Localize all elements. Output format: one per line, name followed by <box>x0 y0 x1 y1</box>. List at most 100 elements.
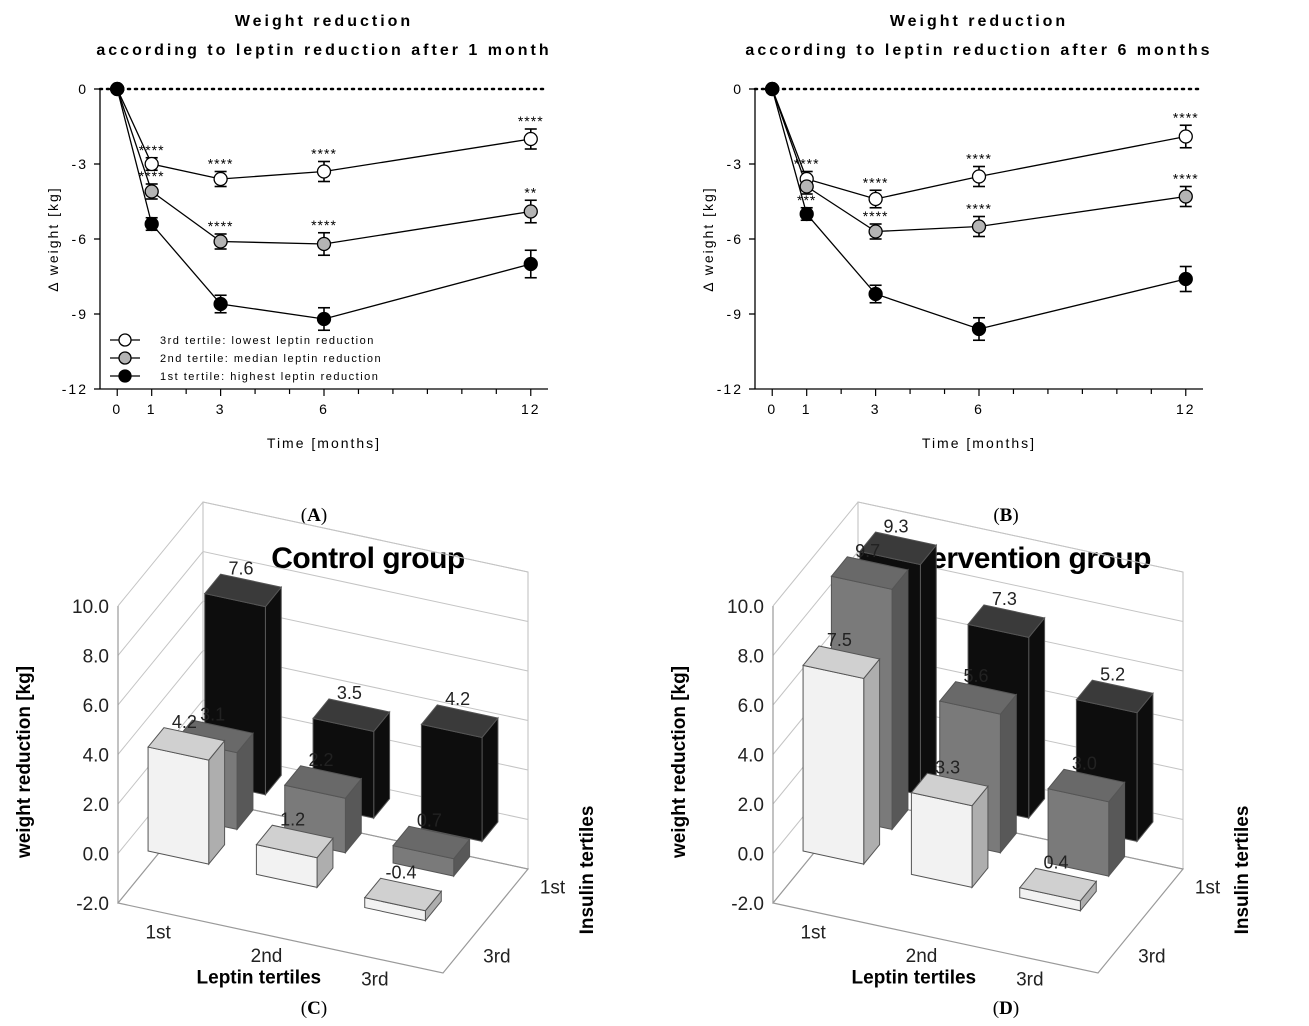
y-tick-label: 0.0 <box>738 845 764 866</box>
bar-top <box>203 573 283 608</box>
chart-title: Intervention group <box>895 542 1151 575</box>
data-point <box>316 236 332 252</box>
bar-top <box>1018 867 1098 902</box>
bar-top <box>938 681 1018 715</box>
x-tick-label: 3 <box>216 401 226 417</box>
bar-top <box>420 704 499 739</box>
bar-chart-d: Intervention group 10.0 8.0 6.0 4.0 2.0 0.0 -2.… <box>655 501 1309 1000</box>
significance-stars: ** <box>524 184 537 200</box>
data-point <box>213 171 228 187</box>
bar-chart-d-svg: Intervention group 10.0 8.0 6.0 4.0 2.0 0.0 -2.… <box>669 501 1253 990</box>
gridline <box>117 501 529 607</box>
depth-tick-label: 1st <box>1195 877 1221 898</box>
bar-value-label: 7.6 <box>228 558 253 578</box>
significance-stars: **** <box>966 201 992 217</box>
x-tick-label: 3rd <box>1016 969 1043 990</box>
gridline <box>117 550 529 656</box>
x-tick-label: 1st <box>145 923 171 944</box>
y-tick-label: 6.0 <box>738 696 764 717</box>
bar-value-label: 3.3 <box>935 757 960 777</box>
y-tick-label: 0.0 <box>83 845 109 866</box>
bar-top <box>967 604 1046 638</box>
legend-entry: 1st tertile: highest leptin reduction <box>160 371 379 383</box>
bar-value-label: 4.2 <box>172 712 197 732</box>
x-tick-label: 6 <box>319 401 329 417</box>
y-tick-label: 4.0 <box>83 746 109 767</box>
bar-chart-c-svg: Control group 10.0 8.0 6.0 4.0 2.0 0.0 -2.0 1st 2… <box>14 501 598 990</box>
bar-side <box>863 657 881 866</box>
data-point <box>971 169 987 184</box>
chart-title: Weight reduction <box>890 13 1068 30</box>
bar-value-label: 7.5 <box>827 630 852 650</box>
data-point <box>523 131 538 147</box>
y-tick-label: 4.0 <box>738 746 764 767</box>
significance-stars: **** <box>311 146 337 162</box>
gridline <box>772 550 1184 656</box>
bar-side <box>891 568 909 831</box>
bar-value-label: 7.3 <box>992 589 1017 609</box>
depth-tick-label: 3rd <box>483 947 510 968</box>
data-point <box>868 224 883 239</box>
line-chart-b: Weight reduction according to leptin redu… <box>655 0 1309 470</box>
y-tick-label: -9 <box>727 306 743 322</box>
bar-top <box>255 824 334 859</box>
y-axis-label: Δ weight [kg] <box>45 186 61 291</box>
y-tick-label: -3 <box>72 156 88 172</box>
data-point <box>144 216 159 232</box>
significance-stars: **** <box>208 218 234 234</box>
y-tick-label: -6 <box>727 231 743 247</box>
data-point <box>1178 129 1193 144</box>
bar-value-label: 9.7 <box>855 541 880 561</box>
x-axis-label: Time [months] <box>922 435 1036 451</box>
y-tick-label: -3 <box>727 156 743 172</box>
bar-top <box>802 645 881 680</box>
bar <box>802 664 865 865</box>
x-tick-label: 1st <box>800 923 826 944</box>
gridline <box>117 649 529 755</box>
bar-top <box>1075 679 1154 714</box>
x-tick-label: 0 <box>112 401 122 417</box>
data-point <box>144 156 159 172</box>
caption-a: (A) <box>300 505 328 526</box>
bar-side <box>264 585 282 797</box>
bar-value-label: 3.5 <box>337 683 362 703</box>
bar-chart-c: Control group 10.0 8.0 6.0 4.0 2.0 0.0 -2.0 1st 2… <box>0 501 650 1000</box>
data-point <box>144 184 159 199</box>
y-tick-label: 2.0 <box>83 795 109 816</box>
line-chart-a-svg: Weight reduction according to leptin redu… <box>45 13 551 451</box>
gridline <box>117 699 529 805</box>
gridline <box>117 600 529 706</box>
x-tick-label: 1 <box>802 401 812 417</box>
bar-top <box>147 727 226 761</box>
y-tick-label: -9 <box>72 306 88 322</box>
significance-stars: **** <box>311 217 337 233</box>
x-tick-label: 12 <box>1176 401 1196 417</box>
data-point <box>316 164 332 179</box>
bar <box>910 792 973 889</box>
bar-side <box>1028 616 1046 820</box>
y-tick-label: 6.0 <box>83 696 109 717</box>
y-tick-label: 0 <box>78 81 88 97</box>
bar-value-label: 1.2 <box>280 809 305 829</box>
x-tick-label: 12 <box>521 401 541 417</box>
bar-top <box>1047 768 1126 803</box>
bar-value-label: -0.4 <box>385 863 416 883</box>
caption-b: (B) <box>993 505 1019 526</box>
x-tick-label: 3rd <box>361 969 388 990</box>
bar-value-label: 2.2 <box>308 750 333 770</box>
bar-top <box>363 877 443 912</box>
bar-side <box>481 716 499 843</box>
data-point <box>971 219 987 234</box>
chart-title: Control group <box>271 542 465 575</box>
legend-marker <box>118 369 132 383</box>
x-tick-label: 1 <box>147 401 157 417</box>
y-axis-label: weight reduction [kg] <box>669 666 690 859</box>
line-chart-a: Weight reduction according to leptin redu… <box>0 0 650 470</box>
bar-side <box>1136 691 1154 843</box>
x-axis-label: Leptin tertiles <box>852 967 977 988</box>
y-tick-label: 10.0 <box>727 597 764 618</box>
data-point <box>971 321 987 337</box>
data-point <box>868 286 883 302</box>
bar-value-label: 0.4 <box>1043 853 1068 873</box>
chart-subtitle: according to leptin reduction after 1 mo… <box>96 42 551 59</box>
